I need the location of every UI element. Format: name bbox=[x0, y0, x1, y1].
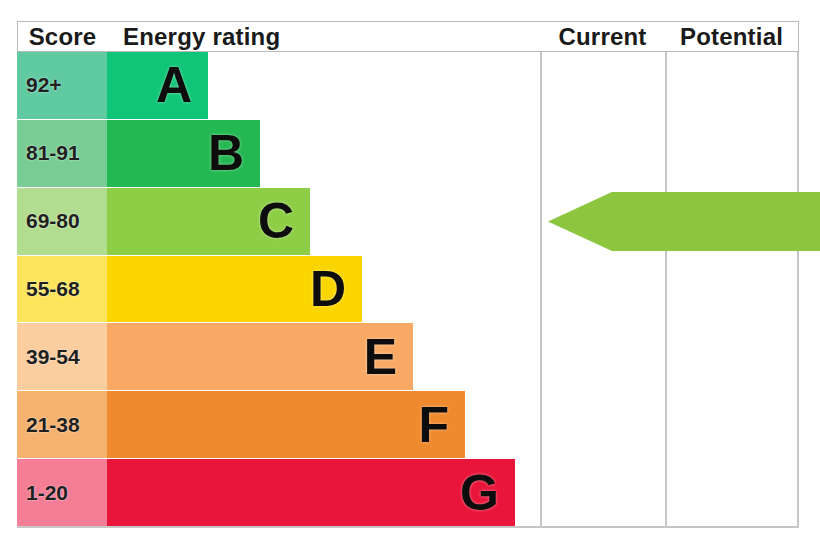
band-score-label: 81-91 bbox=[26, 141, 80, 165]
table-bottom-border bbox=[17, 526, 799, 528]
potential-header-label: Potential bbox=[680, 23, 783, 51]
band-letter: C bbox=[258, 196, 294, 246]
band-letter: D bbox=[310, 264, 346, 314]
band-row: 39-54 E bbox=[17, 322, 540, 390]
band-row: 81-91 B bbox=[17, 119, 540, 187]
band-bar: E bbox=[107, 323, 413, 390]
band-score-cell: 69-80 bbox=[17, 188, 107, 255]
potential-column-header: Potential bbox=[665, 21, 799, 52]
band-bar: G bbox=[107, 459, 515, 526]
current-column-left-divider bbox=[540, 21, 542, 528]
band-letter: A bbox=[156, 60, 192, 110]
band-score-cell: 1-20 bbox=[17, 459, 107, 526]
energy-rating-column-header: Energy rating bbox=[107, 21, 541, 52]
band-score-label: 69-80 bbox=[26, 209, 80, 233]
band-score-cell: 92+ bbox=[17, 52, 107, 119]
score-column-header: Score bbox=[17, 21, 108, 52]
score-header-label: Score bbox=[29, 23, 97, 51]
band-score-cell: 81-91 bbox=[17, 120, 107, 187]
band-score-label: 55-68 bbox=[26, 277, 80, 301]
band-letter: F bbox=[418, 400, 449, 450]
band-bar: A bbox=[107, 52, 208, 119]
band-score-cell: 55-68 bbox=[17, 256, 107, 323]
band-bar: C bbox=[107, 188, 310, 255]
band-bar: F bbox=[107, 391, 465, 458]
band-row: 69-80 C bbox=[17, 187, 540, 255]
band-score-label: 39-54 bbox=[26, 345, 80, 369]
potential-column-left-divider bbox=[665, 21, 667, 528]
band-letter: B bbox=[208, 128, 244, 178]
band-row: 55-68 D bbox=[17, 255, 540, 323]
energy-rating-header-label: Energy rating bbox=[123, 23, 280, 51]
epc-energy-rating-chart: Score Energy rating Current Potential 92… bbox=[0, 0, 820, 547]
band-row: 1-20 G bbox=[17, 458, 540, 526]
band-letter: E bbox=[364, 332, 397, 382]
band-score-label: 92+ bbox=[26, 73, 62, 97]
table-right-border bbox=[797, 21, 799, 528]
band-score-label: 1-20 bbox=[26, 481, 68, 505]
band-row: 92+ A bbox=[17, 52, 540, 119]
band-score-cell: 21-38 bbox=[17, 391, 107, 458]
band-rows: 92+ A 81-91 B 69-80 C 55-68 D 39-54 bbox=[17, 52, 540, 526]
band-bar: D bbox=[107, 256, 362, 323]
current-header-label: Current bbox=[558, 23, 646, 51]
band-score-cell: 39-54 bbox=[17, 323, 107, 390]
band-score-label: 21-38 bbox=[26, 413, 80, 437]
band-bar: B bbox=[107, 120, 260, 187]
band-row: 21-38 F bbox=[17, 390, 540, 458]
band-letter: G bbox=[460, 468, 499, 518]
current-column-header: Current bbox=[540, 21, 666, 52]
